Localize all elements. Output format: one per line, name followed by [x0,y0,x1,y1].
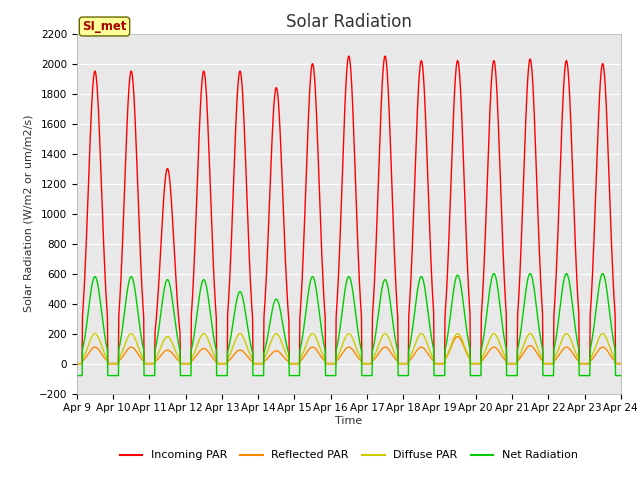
Incoming PAR [381,53,388,59]
Incoming PAR [73,361,81,367]
Diffuse PAR [255,361,263,367]
Reflected PAR [433,361,441,367]
Reflected PAR [194,351,202,357]
Diffuse PAR [91,331,99,336]
Incoming PAR [180,361,188,367]
Net Radiation [433,372,441,378]
Net Radiation [599,271,607,276]
Incoming PAR [434,361,442,367]
Diffuse PAR [553,351,561,357]
Reflected PAR [180,361,188,367]
Diffuse PAR [505,361,513,367]
X-axis label: Time: Time [335,416,362,426]
Text: SI_met: SI_met [82,20,127,33]
Line: Reflected PAR: Reflected PAR [77,336,621,364]
Incoming PAR [617,361,625,367]
Net Radiation [617,372,625,378]
Net Radiation [552,335,560,340]
Line: Net Radiation: Net Radiation [77,274,621,375]
Title: Solar Radiation: Solar Radiation [286,12,412,31]
Diffuse PAR [73,361,81,367]
Incoming PAR [505,361,513,367]
Net Radiation [194,305,202,311]
Reflected PAR [553,356,561,361]
Reflected PAR [454,334,461,339]
Y-axis label: Solar Radiation (W/m2 or um/m2/s): Solar Radiation (W/m2 or um/m2/s) [23,115,33,312]
Incoming PAR [194,168,202,174]
Diffuse PAR [181,361,189,367]
Reflected PAR [505,361,513,367]
Incoming PAR [255,361,262,367]
Net Radiation [180,372,188,378]
Net Radiation [255,372,262,378]
Line: Diffuse PAR: Diffuse PAR [77,334,621,364]
Net Radiation [504,372,512,378]
Reflected PAR [255,361,262,367]
Legend: Incoming PAR, Reflected PAR, Diffuse PAR, Net Radiation: Incoming PAR, Reflected PAR, Diffuse PAR… [115,446,582,465]
Line: Incoming PAR: Incoming PAR [77,56,621,364]
Diffuse PAR [195,340,202,346]
Diffuse PAR [617,361,625,367]
Reflected PAR [73,361,81,367]
Reflected PAR [617,361,625,367]
Diffuse PAR [434,361,442,367]
Incoming PAR [553,264,561,270]
Net Radiation [73,372,81,378]
